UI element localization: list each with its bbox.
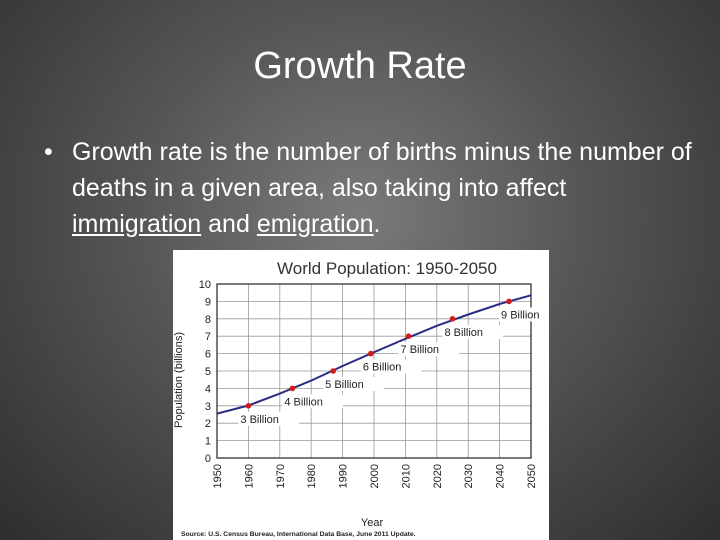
- x-tick-label: 1960: [243, 464, 255, 488]
- world-population-chart: World Population: 1950-2050 0 1 2 3 4 5 6 7 8 9 10…: [173, 250, 549, 540]
- milestone-label-bg: [398, 342, 460, 357]
- y-tick-label: 2: [205, 418, 211, 430]
- milestone-label: 5 Billion: [325, 379, 364, 391]
- milestone-label: 7 Billion: [401, 344, 440, 356]
- chart-svg: World Population: 1950-2050 0 1 2 3 4 5 6 7 8 9 10…: [173, 259, 549, 538]
- milestone-point: [405, 333, 412, 339]
- milestone-label: 4 Billion: [284, 396, 323, 408]
- bullet-text-part: and: [201, 210, 257, 238]
- plot-frame: [216, 283, 532, 459]
- chart-title: World Population: 1950-2050: [277, 259, 497, 278]
- slide-title: Growth Rate: [253, 45, 467, 87]
- x-tick-label: 2040: [495, 464, 507, 488]
- milestone-label-bg: [499, 307, 549, 322]
- milestone-label-bg: [238, 411, 300, 426]
- x-tick-label: 2030: [463, 464, 475, 488]
- population-series-line: [216, 294, 532, 415]
- y-tick-label: 4: [205, 383, 211, 395]
- x-tick-label: 1990: [338, 464, 350, 488]
- x-tick-label: 2010: [400, 464, 412, 488]
- x-tick-label: 2020: [432, 464, 444, 488]
- milestone-label-bg: [323, 377, 384, 391]
- chart-source-note: Source: U.S. Census Bureau, Internationa…: [181, 531, 416, 538]
- bullet-text-part: .: [373, 210, 381, 238]
- x-tick-label: 1980: [306, 464, 318, 488]
- y-tick-label: 3: [205, 401, 211, 413]
- bullet-text: Growth rate is the number of births minu…: [72, 134, 694, 242]
- y-axis-label: Population (billions): [173, 332, 185, 428]
- milestone-label: 8 Billion: [445, 327, 484, 339]
- y-tick-label: 7: [205, 331, 211, 343]
- milestone-label: 6 Billion: [363, 362, 402, 374]
- bullet-point: • Growth rate is the number of births mi…: [44, 134, 694, 242]
- y-tick-label: 1: [205, 436, 211, 448]
- bullet-keyword-emigration: emigration: [256, 210, 374, 238]
- milestone-label-bg: [282, 394, 344, 409]
- bullet-text-part: Growth rate is the number of births minu…: [72, 138, 692, 202]
- y-tick-label: 10: [199, 279, 211, 291]
- milestone-point: [449, 316, 456, 322]
- bullet-marker: •: [44, 138, 53, 166]
- x-tick-label: 1950: [212, 464, 224, 488]
- milestone-label: 3 Billion: [240, 414, 279, 426]
- bullet-keyword-immigration: immigration: [72, 210, 202, 238]
- x-tick-label: 2000: [369, 464, 381, 488]
- y-tick-label: 0: [205, 453, 211, 465]
- milestone-label: 9 Billion: [501, 309, 540, 321]
- axis-ticks: 0 1 2 3 4 5 6 7 8 9 10 1950 1960 1970 1980 1990 2000 2010…: [199, 279, 538, 488]
- x-axis-label: Year: [361, 517, 384, 529]
- x-tick-label: 1970: [275, 464, 287, 488]
- milestone-point: [506, 298, 512, 305]
- milestone-label-bg: [442, 324, 504, 339]
- y-tick-label: 5: [205, 366, 211, 378]
- milestone-label-bg: [360, 359, 422, 374]
- milestone-point: [330, 368, 336, 374]
- y-tick-label: 9: [205, 296, 211, 308]
- milestone-point: [368, 350, 374, 357]
- milestone-point: [245, 403, 252, 409]
- y-tick-label: 8: [205, 314, 211, 326]
- x-tick-label: 2050: [526, 464, 538, 488]
- y-tick-label: 6: [205, 349, 211, 361]
- milestone-point: [289, 385, 296, 392]
